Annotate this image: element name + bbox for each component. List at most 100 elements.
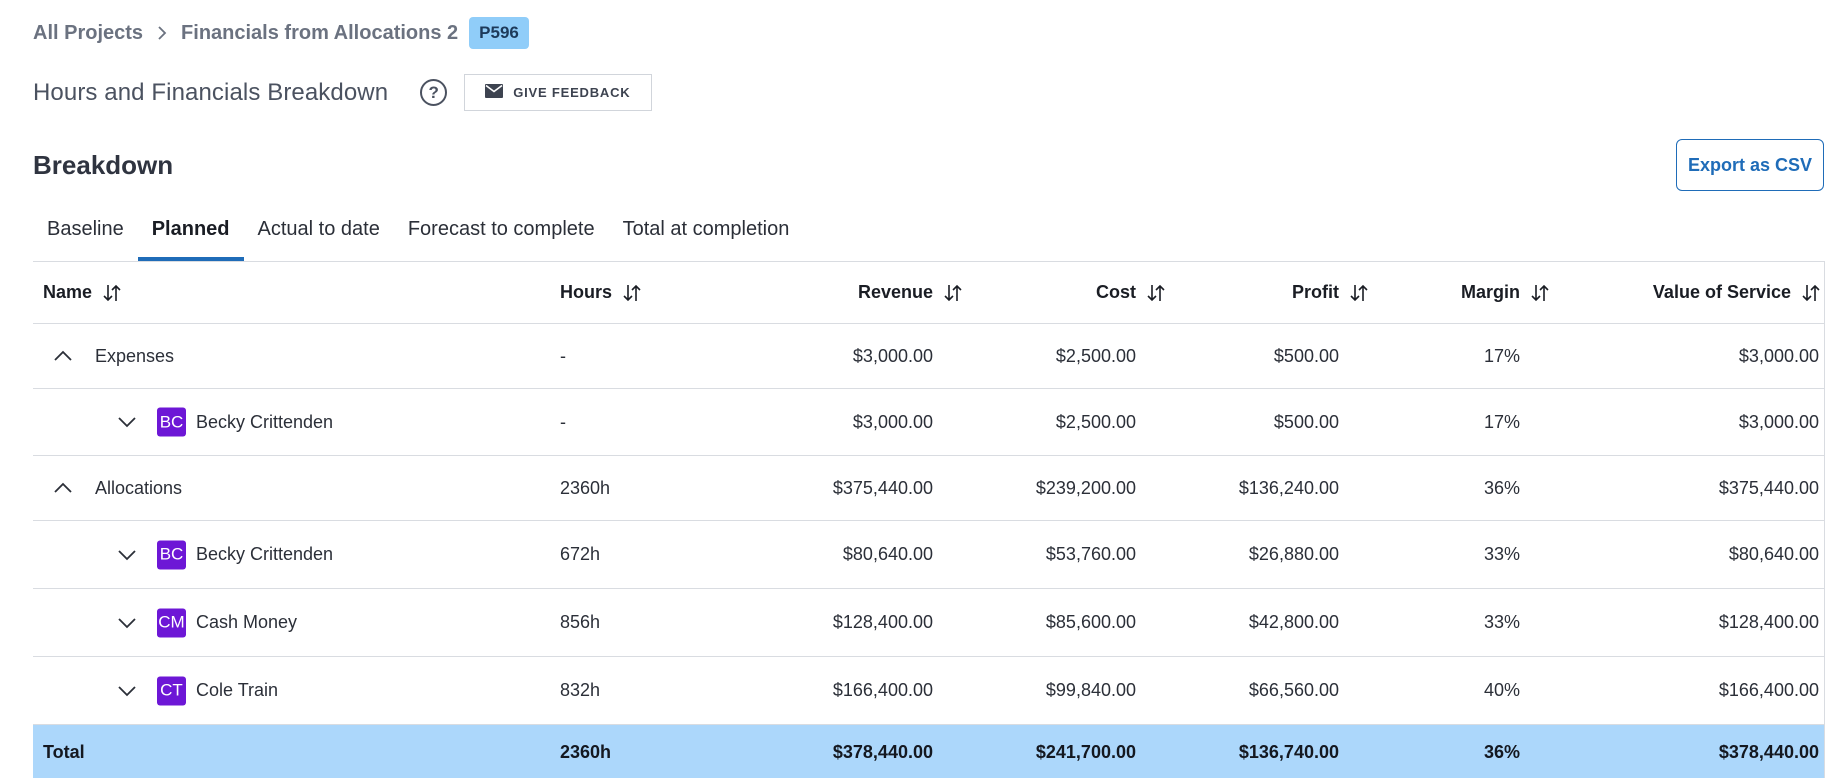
row-hours: 672h bbox=[560, 544, 601, 564]
breadcrumb-project[interactable]: Financials from Allocations 2 bbox=[181, 21, 459, 44]
chevron-right-icon bbox=[157, 25, 167, 41]
avatar: BC bbox=[157, 540, 186, 569]
table-right-border bbox=[1824, 261, 1825, 778]
tab-planned[interactable]: Planned bbox=[137, 206, 244, 261]
breadcrumb: All Projects Financials from Allocations… bbox=[33, 17, 529, 49]
row-cost: $53,760.00 bbox=[1045, 544, 1136, 564]
page-title: Hours and Financials Breakdown bbox=[33, 78, 389, 106]
give-feedback-button[interactable]: GIVE FEEDBACK bbox=[464, 74, 652, 111]
row-profit: $66,560.00 bbox=[1248, 680, 1339, 700]
total-profit: $136,740.00 bbox=[1238, 742, 1339, 762]
row-margin: 17% bbox=[1483, 345, 1520, 366]
sort-arrows-icon[interactable] bbox=[102, 284, 122, 302]
table-row-group-expenses: Expenses - $3,000.00 $2,500.00 $500.00 1… bbox=[33, 324, 1825, 389]
row-margin: 36% bbox=[1483, 477, 1520, 498]
column-header-hours-label: Hours bbox=[560, 282, 613, 302]
row-value-of-service: $375,440.00 bbox=[1718, 477, 1819, 498]
row-value-of-service: $3,000.00 bbox=[1738, 411, 1819, 432]
row-cost: $99,840.00 bbox=[1045, 680, 1136, 700]
column-header-hours[interactable]: Hours bbox=[560, 262, 642, 323]
total-value-of-service: $378,440.00 bbox=[1718, 742, 1819, 762]
export-csv-button[interactable]: Export as CSV bbox=[1676, 139, 1824, 191]
envelope-icon bbox=[485, 84, 504, 101]
column-header-profit-label: Profit bbox=[1292, 282, 1339, 302]
column-header-margin-label: Margin bbox=[1460, 282, 1520, 302]
row-hours: - bbox=[560, 345, 566, 366]
total-cost: $241,700.00 bbox=[1035, 742, 1136, 762]
row-cost: $2,500.00 bbox=[1055, 345, 1136, 366]
tab-baseline[interactable]: Baseline bbox=[47, 218, 124, 240]
row-hours: - bbox=[560, 411, 566, 432]
avatar: CM bbox=[157, 608, 186, 637]
column-header-value-label: Value of Service bbox=[1652, 282, 1791, 302]
chevron-up-icon[interactable] bbox=[49, 456, 77, 520]
row-profit: $500.00 bbox=[1273, 411, 1339, 432]
total-margin: 36% bbox=[1483, 742, 1520, 762]
row-name: Allocations bbox=[95, 477, 183, 498]
breakdown-tabs: Baseline Planned Actual to date Forecast… bbox=[33, 206, 803, 261]
row-revenue: $166,400.00 bbox=[832, 680, 933, 700]
row-name[interactable]: Becky Crittenden bbox=[196, 411, 334, 432]
help-circle-icon[interactable]: ? bbox=[420, 79, 448, 106]
total-label: Total bbox=[43, 742, 85, 762]
chevron-up-icon[interactable] bbox=[49, 324, 77, 388]
table-total-row: Total 2360h $378,440.00 $241,700.00 $136… bbox=[33, 725, 1825, 778]
row-value-of-service: $128,400.00 bbox=[1718, 612, 1819, 632]
row-profit: $26,880.00 bbox=[1248, 544, 1339, 564]
column-header-name-label: Name bbox=[43, 282, 93, 302]
breadcrumb-all-projects[interactable]: All Projects bbox=[33, 21, 144, 44]
row-name[interactable]: Becky Crittenden bbox=[196, 544, 334, 564]
row-profit: $136,240.00 bbox=[1238, 477, 1339, 498]
table-row-person: BC Becky Crittenden - $3,000.00 $2,500.0… bbox=[33, 389, 1825, 456]
row-profit: $500.00 bbox=[1273, 345, 1339, 366]
column-header-cost-label: Cost bbox=[1096, 282, 1136, 302]
row-name: Expenses bbox=[95, 345, 175, 366]
sort-arrows-icon[interactable] bbox=[1146, 284, 1166, 302]
table-row-person: CM Cash Money 856h $128,400.00 $85,600.0… bbox=[33, 589, 1825, 657]
sort-arrows-icon[interactable] bbox=[1349, 284, 1369, 302]
total-hours: 2360h bbox=[560, 742, 612, 762]
row-hours: 2360h bbox=[560, 477, 611, 498]
tab-total-at-completion[interactable]: Total at completion bbox=[622, 218, 790, 240]
chevron-down-icon[interactable] bbox=[113, 657, 141, 724]
sort-arrows-icon[interactable] bbox=[622, 284, 642, 302]
table-row-person: BC Becky Crittenden 672h $80,640.00 $53,… bbox=[33, 521, 1825, 589]
row-profit: $42,800.00 bbox=[1248, 612, 1339, 632]
sort-arrows-icon[interactable] bbox=[1530, 284, 1550, 302]
column-header-revenue[interactable]: Revenue bbox=[858, 262, 963, 323]
total-revenue: $378,440.00 bbox=[832, 742, 933, 762]
column-header-cost[interactable]: Cost bbox=[1096, 262, 1166, 323]
row-revenue: $80,640.00 bbox=[842, 544, 933, 564]
table-row-group-allocations: Allocations 2360h $375,440.00 $239,200.0… bbox=[33, 456, 1825, 521]
table-header-row: Name Hours Revenue Cost Profit Margin Va… bbox=[33, 262, 1825, 324]
row-value-of-service: $3,000.00 bbox=[1738, 345, 1819, 366]
avatar: BC bbox=[157, 407, 186, 437]
table-row-person: CT Cole Train 832h $166,400.00 $99,840.0… bbox=[33, 657, 1825, 725]
section-title: Breakdown bbox=[33, 150, 174, 180]
row-name[interactable]: Cole Train bbox=[196, 680, 279, 700]
sort-arrows-icon[interactable] bbox=[1801, 284, 1821, 302]
row-hours: 832h bbox=[560, 680, 601, 700]
title-bar: Hours and Financials Breakdown ? GIVE FE… bbox=[33, 74, 652, 111]
row-value-of-service: $166,400.00 bbox=[1718, 680, 1819, 700]
column-header-profit[interactable]: Profit bbox=[1292, 262, 1369, 323]
row-margin: 40% bbox=[1483, 680, 1520, 700]
chevron-down-icon[interactable] bbox=[113, 389, 141, 455]
project-code-badge: P596 bbox=[469, 17, 529, 49]
give-feedback-label: GIVE FEEDBACK bbox=[513, 85, 631, 100]
row-hours: 856h bbox=[560, 612, 601, 632]
chevron-down-icon[interactable] bbox=[113, 521, 141, 588]
column-header-value-of-service[interactable]: Value of Service bbox=[1653, 262, 1821, 323]
chevron-down-icon[interactable] bbox=[113, 589, 141, 656]
row-cost: $85,600.00 bbox=[1045, 612, 1136, 632]
column-header-revenue-label: Revenue bbox=[857, 282, 933, 302]
avatar: CT bbox=[157, 676, 186, 705]
row-value-of-service: $80,640.00 bbox=[1728, 544, 1819, 564]
sort-arrows-icon[interactable] bbox=[943, 284, 963, 302]
tab-forecast-to-complete[interactable]: Forecast to complete bbox=[407, 218, 595, 240]
row-cost: $2,500.00 bbox=[1055, 411, 1136, 432]
column-header-name[interactable]: Name bbox=[43, 262, 122, 323]
row-name[interactable]: Cash Money bbox=[196, 612, 298, 632]
tab-actual-to-date[interactable]: Actual to date bbox=[257, 218, 380, 240]
column-header-margin[interactable]: Margin bbox=[1461, 262, 1550, 323]
